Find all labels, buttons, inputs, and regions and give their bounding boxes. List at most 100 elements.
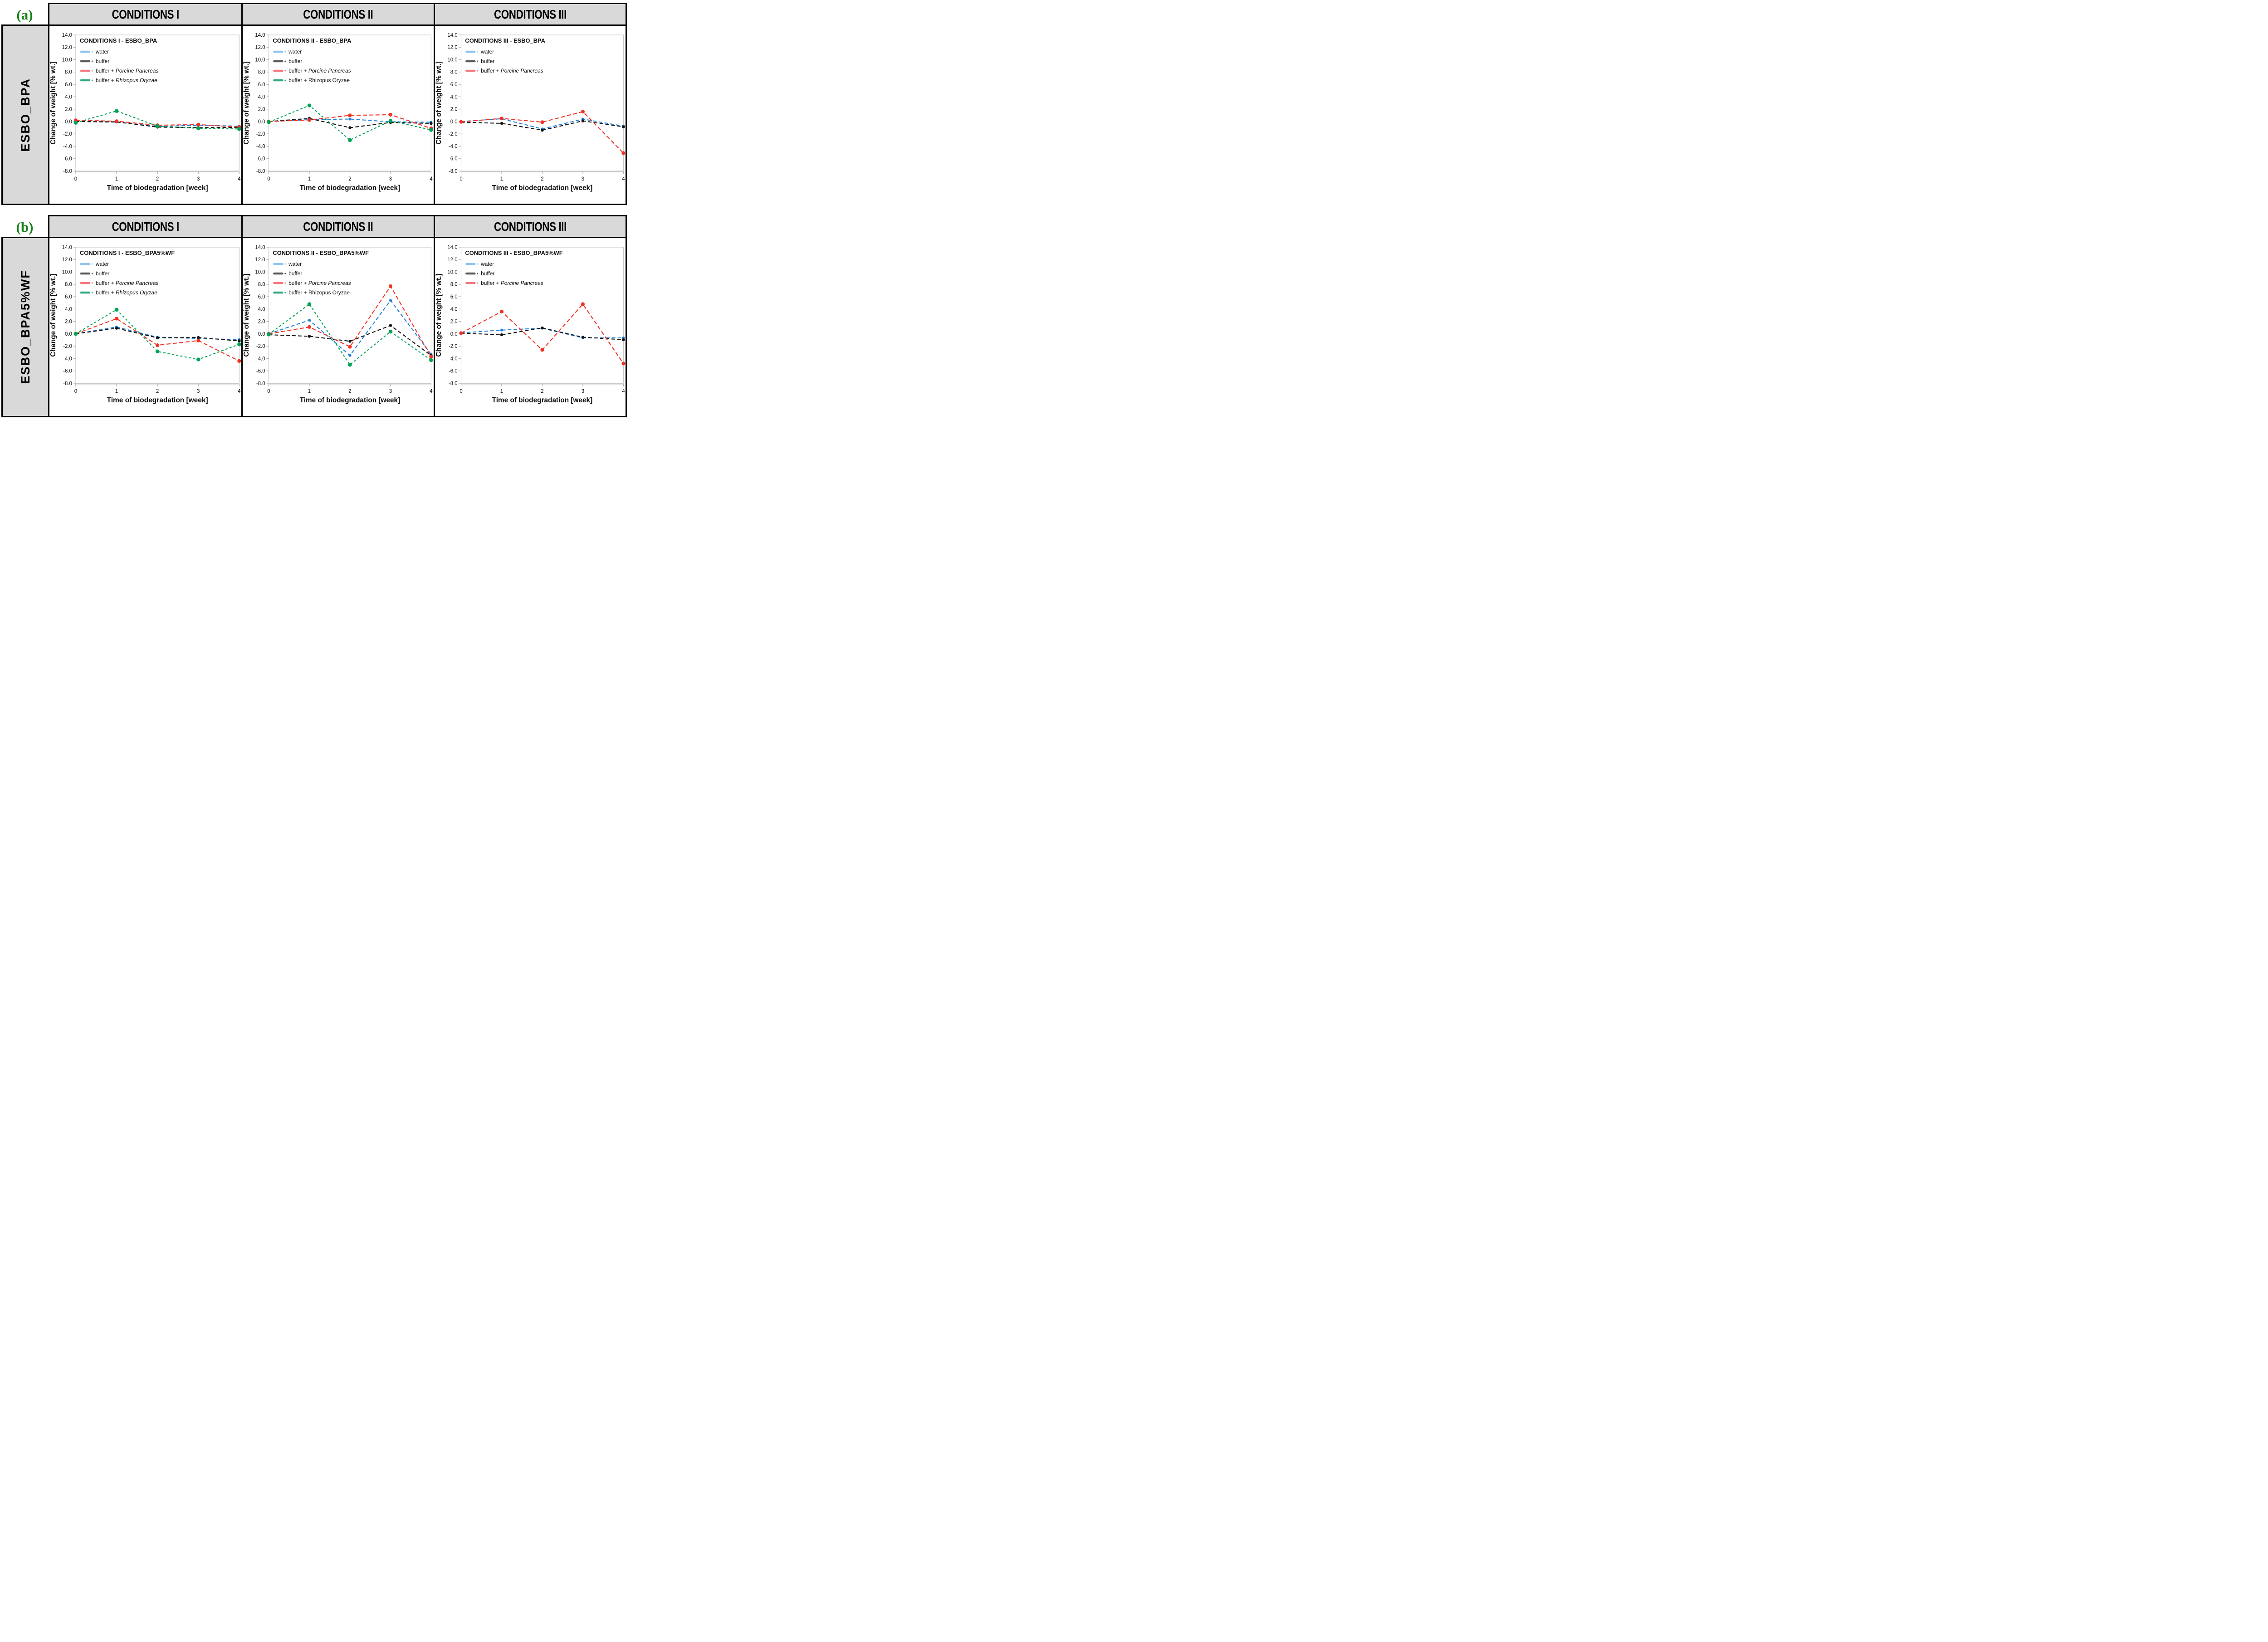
panel-b-tag-cell: (b) [1,220,48,237]
y-axis-title: Change of weight [% wt.] [49,61,57,144]
x-tick-label: 0 [74,176,77,182]
data-point-water-week-1 [308,318,311,322]
y-tick-label: -4.0 [449,356,458,362]
legend-entry-ro: buffer + Rhizopus Oryzae [80,77,157,83]
x-axis-title: Time of biodegradation [week] [300,184,401,192]
row-label: ESBO_BPA5%WF [18,270,32,384]
y-tick-label: 6.0 [450,82,457,88]
y-tick-label: -8.0 [256,381,265,386]
y-tick-label: -4.0 [256,356,265,362]
chart-conditions-i-esbo-bpa: 14.0 12.0 10.0 8.0 6.0 4.0 2.0 0.0 -2.0 -4.0 -6.0 -… [49,33,241,192]
x-axis-title: Time of biodegradation [week] [107,184,208,192]
y-tick-label: -4.0 [63,144,72,149]
data-point-pp-week-4 [621,362,626,366]
legend-entry-pp: buffer + Porcine Pancreas [80,68,158,74]
data-point-ro-week-0 [73,121,78,125]
y-axis: 14.0 12.0 10.0 8.0 6.0 4.0 2.0 0.0 -2.0 -4.0 -6.0 -… [62,245,76,386]
data-point-pp-week-1 [308,118,312,122]
legend-label: water [95,49,109,55]
data-point-ro-week-4 [429,128,433,132]
y-axis-title: Change of weight [% wt.] [435,274,443,357]
legend-entry-buffer: buffer [273,270,303,277]
plot-frame [75,34,240,172]
x-axis-title: Time of biodegradation [week] [107,396,208,404]
legend-entry-pp: buffer + Porcine Pancreas [80,280,158,286]
row-label: ESBO_BPA [18,78,32,152]
y-tick-label: 4.0 [258,307,265,312]
legend-label: buffer [96,270,109,277]
y-tick-label: -6.0 [449,156,458,162]
y-tick-label: 2.0 [450,107,457,112]
y-tick-label: 4.0 [65,307,72,312]
y-tick-label: -2.0 [63,344,72,349]
x-tick-label: 2 [349,176,352,182]
series-ro [267,302,433,367]
x-tick-label: 1 [500,176,503,182]
legend-swatch-dot [284,273,286,274]
y-tick-label: 12.0 [447,45,457,50]
data-point-water-week-2 [348,117,352,121]
legend-swatch-dot [91,282,93,284]
data-point-pp-week-4 [237,359,241,363]
legend-swatch-dot [476,263,478,265]
legend-swatch-dot [284,263,286,265]
legend-entry-pp: buffer + Porcine Pancreas [465,280,543,286]
panel-a-body: ESBO_BPA 14.0 12.0 10.0 8.0 6.0 4.0 2.0 0.0 -2.0… [1,24,627,205]
y-tick-label: 4.0 [450,94,457,100]
data-point-ro-week-3 [389,119,393,123]
data-point-buffer-week-1 [500,333,503,337]
x-axis: 0 1 2 3 4 [74,384,241,394]
legend-label: buffer + Rhizopus Oryzae [288,77,350,83]
y-tick-label: 12.0 [255,257,265,263]
legend: water buffer buffer + Porcine Pancreas [465,49,543,74]
legend-entry-ro: buffer + Rhizopus Oryzae [80,289,157,296]
row-label-cell-esbo-bpa: ESBO_BPA [3,26,49,204]
x-tick-label: 3 [197,389,200,394]
x-tick-label: 4 [238,176,241,182]
series-ro [267,103,433,142]
y-tick-label: -2.0 [256,132,265,137]
x-tick-label: 4 [430,176,433,182]
y-tick-label: -8.0 [63,169,72,174]
y-tick-label: 0.0 [258,119,265,125]
chart-conditions-iii-esbo-bpa5wf: 14.0 12.0 10.0 8.0 6.0 4.0 2.0 0.0 -2.0 -4.0 -6.0 -… [435,245,626,404]
panel-b-column-headers: CONDITIONS I CONDITIONS II CONDITIONS II… [48,215,627,237]
x-axis-title: Time of biodegradation [week] [492,396,592,404]
y-tick-label: 8.0 [450,70,457,75]
legend-label: buffer + Porcine Pancreas [481,280,543,286]
data-point-pp-week-2 [156,343,160,347]
data-point-pp-week-3 [196,338,200,342]
legend-label: buffer + Rhizopus Oryzae [288,289,350,296]
y-tick-label: -6.0 [449,369,458,374]
legend-swatch-dot [476,70,478,72]
y-tick-label: 4.0 [450,307,457,312]
y-tick-label: 14.0 [447,245,457,250]
chart-cell-b3: 14.0 12.0 10.0 8.0 6.0 4.0 2.0 0.0 -2.0 -4.0 -6.0 -… [433,238,626,416]
y-tick-label: 10.0 [62,57,72,63]
column-header-conditions-iii: CONDITIONS III [433,4,626,24]
data-point-buffer-week-2 [540,326,544,330]
data-point-buffer-week-2 [348,340,352,343]
y-tick-label: 0.0 [258,332,265,337]
chart-conditions-ii-esbo-bpa: 14.0 12.0 10.0 8.0 6.0 4.0 2.0 0.0 -2.0 -4.0 -6.0 -… [243,33,433,192]
data-point-pp-week-2 [348,113,352,117]
data-point-ro-week-3 [389,329,393,334]
legend-swatch-dot [476,51,478,53]
y-tick-label: 0.0 [65,332,72,337]
y-tick-label: 14.0 [255,33,265,38]
y-tick-label: 10.0 [255,269,265,275]
y-axis: 14.0 12.0 10.0 8.0 6.0 4.0 2.0 0.0 -2.0 -4.0 -6.0 -… [62,33,76,174]
legend-swatch-dot [284,51,286,53]
column-header-conditions-iii: CONDITIONS III [433,216,626,237]
chart-title: CONDITIONS I - ESBO_BPA [80,37,157,44]
y-tick-label: 8.0 [258,70,265,75]
data-point-ro-week-4 [429,358,433,362]
data-point-ro-week-2 [155,124,160,128]
y-axis: 14.0 12.0 10.0 8.0 6.0 4.0 2.0 0.0 -2.0 -4.0 -6.0 -… [255,245,269,386]
data-point-pp-week-2 [540,120,544,124]
y-tick-label: 8.0 [258,282,265,288]
y-tick-label: -6.0 [63,156,72,162]
series-pp [459,110,626,155]
y-tick-label: 10.0 [62,269,72,275]
data-point-pp-week-2 [348,345,352,349]
